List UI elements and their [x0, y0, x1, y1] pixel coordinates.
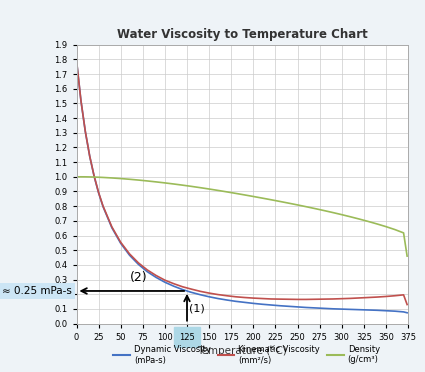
Text: (2): (2) — [130, 270, 147, 283]
Title: Water Viscosity to Temperature Chart: Water Viscosity to Temperature Chart — [117, 28, 368, 41]
X-axis label: Temperature (°C): Temperature (°C) — [197, 346, 287, 356]
Legend: Dynamic Viscosity
(mPa-s), Kinematic Viscosity
(mm²/s), Density
(g/cm³): Dynamic Viscosity (mPa-s), Kinematic Vis… — [110, 342, 383, 368]
Text: (1): (1) — [189, 303, 204, 313]
Text: ≈ 0.25 mPa-s: ≈ 0.25 mPa-s — [2, 286, 72, 296]
